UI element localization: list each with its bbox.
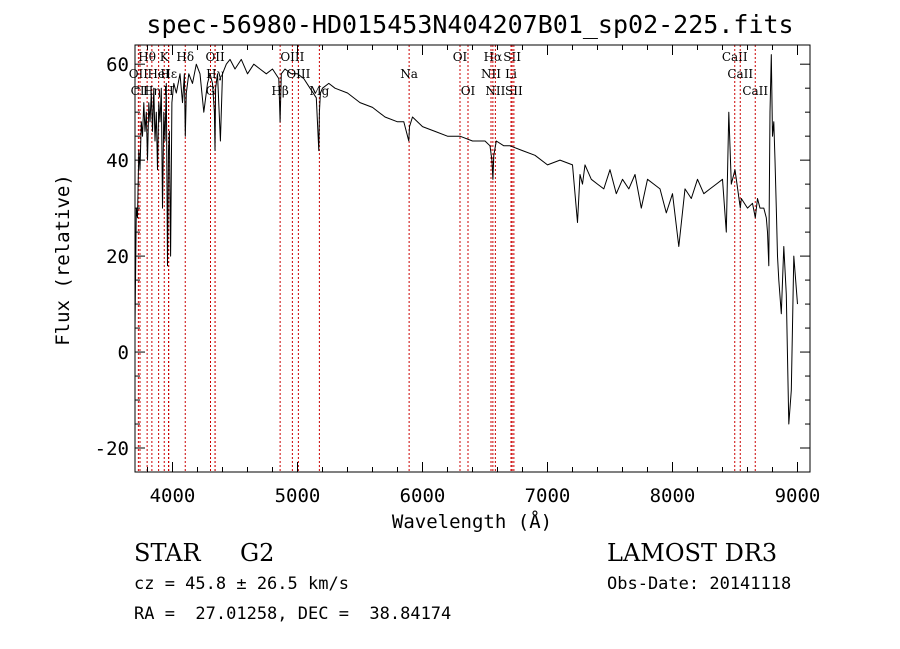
line-marker-label: SII xyxy=(503,50,521,64)
line-marker-label: SII xyxy=(505,84,523,98)
line-marker-label: K xyxy=(160,50,170,64)
plot-frame xyxy=(134,44,811,473)
chart-title: spec-56980-HD015453N404207B01_sp02-225.f… xyxy=(146,10,793,39)
x-axis-ticks: 4000 5000 6000 7000 8000 9000 xyxy=(147,45,821,507)
line-marker-label: Hε xyxy=(160,67,177,81)
line-marker-label: CaII xyxy=(722,50,748,64)
survey-name: LAMOST DR3 xyxy=(607,539,778,567)
x-tick-label: 9000 xyxy=(775,485,821,507)
y-axis-ticks: -20 0 20 40 60 xyxy=(95,54,810,473)
line-marker-label: NII xyxy=(485,84,505,98)
y-tick-label: 20 xyxy=(106,246,129,268)
line-marker-label: OIII xyxy=(280,50,304,64)
line-marker-label: Hη xyxy=(143,84,161,98)
line-marker-label: Hθ xyxy=(138,50,156,64)
line-marker-label: CaII xyxy=(742,84,768,98)
coordinates: RA = 27.01258, DEC = 38.84174 xyxy=(134,604,452,624)
y-tick-label: 40 xyxy=(106,150,129,172)
line-marker-label: Na xyxy=(400,67,418,81)
line-marker-label: Li xyxy=(505,67,517,81)
line-marker-label: Hβ xyxy=(271,84,288,98)
x-tick-label: 4000 xyxy=(150,485,196,507)
line-marker-label: OI xyxy=(453,50,468,64)
x-tick-label: 6000 xyxy=(400,485,446,507)
spectral-line-markers: HθOIICIIHηHeIKHHεHδOIIHγGHβOIIIOIIIMgNaO… xyxy=(129,45,768,472)
line-marker-label: Hδ xyxy=(176,50,194,64)
line-marker-label: OII xyxy=(129,67,149,81)
line-marker-label: Hα xyxy=(484,50,503,64)
x-tick-label: 8000 xyxy=(650,485,696,507)
y-tick-label: 0 xyxy=(118,342,129,364)
line-marker-label: G xyxy=(206,84,216,98)
redshift-velocity: cz = 45.8 ± 26.5 km/s xyxy=(134,574,349,594)
x-axis-label: Wavelength (Å) xyxy=(392,510,552,533)
x-tick-label: 7000 xyxy=(525,485,571,507)
subclass: G2 xyxy=(240,539,275,567)
y-tick-label: 60 xyxy=(106,54,129,76)
observation-date: Obs-Date: 20141118 xyxy=(607,574,792,594)
x-tick-label: 5000 xyxy=(275,485,321,507)
line-marker-label: NII xyxy=(481,67,501,81)
spectrum-line xyxy=(134,54,798,425)
line-marker-label: CaII xyxy=(727,67,753,81)
y-axis-label: Flux (relative) xyxy=(52,174,74,346)
line-marker-label: OI xyxy=(461,84,476,98)
y-tick-label: -20 xyxy=(95,438,129,460)
object-class: STAR xyxy=(134,539,201,567)
